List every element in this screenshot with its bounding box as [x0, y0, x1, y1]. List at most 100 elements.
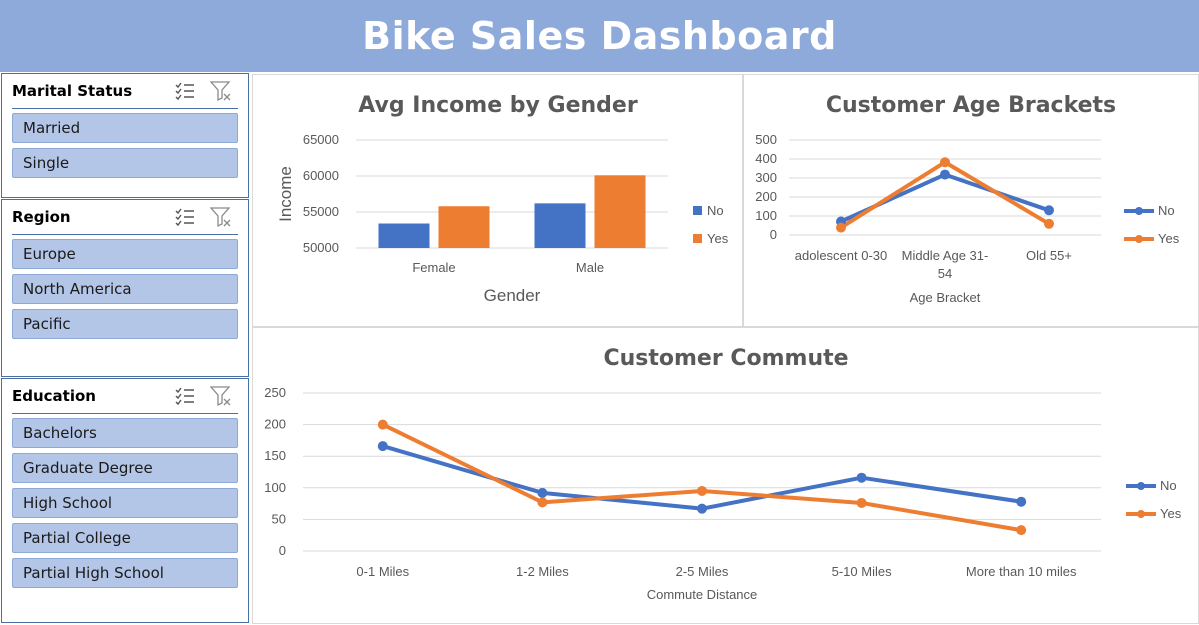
- y-tick-label: 100: [755, 208, 777, 223]
- point-yes: [856, 497, 867, 508]
- legend-marker-no: [1137, 482, 1145, 490]
- slicer-item-europe[interactable]: Europe: [12, 239, 238, 269]
- chart-title: Customer Age Brackets: [826, 93, 1116, 118]
- x-axis-label: Age Bracket: [910, 290, 981, 305]
- legend-label-no: No: [1158, 203, 1175, 218]
- slicer-header: Education: [12, 379, 238, 414]
- slicer-item-bachelors[interactable]: Bachelors: [12, 418, 238, 448]
- slicer-items: Married Single: [2, 113, 248, 178]
- income-by-gender-chart: Avg Income by Gender 50000 55000 60000 65000…: [252, 74, 743, 327]
- chart-title: Customer Commute: [603, 346, 848, 371]
- x-tick-label: More than 10 miles: [966, 564, 1077, 579]
- point-yes: [940, 157, 950, 168]
- x-tick-label: 2-5 Miles: [676, 564, 729, 579]
- legend-label-no: No: [1160, 478, 1177, 493]
- y-axis-label: Income: [276, 166, 295, 222]
- point-no: [856, 472, 867, 483]
- slicer-item-married[interactable]: Married: [12, 113, 238, 143]
- series-line-yes: [380, 422, 1024, 533]
- slicer-items: Europe North America Pacific: [2, 239, 248, 339]
- age-brackets-svg: Customer Age Brackets 0 100 200 300 400 500 ado…: [755, 93, 1180, 305]
- income-by-gender-svg: Avg Income by Gender 50000 55000 60000 65000…: [276, 93, 729, 305]
- x-tick-label: 0-1 Miles: [356, 564, 409, 579]
- x-tick-label: 1-2 Miles: [516, 564, 569, 579]
- slicer-item-pacific[interactable]: Pacific: [12, 309, 238, 339]
- slicer-item-high-school[interactable]: High School: [12, 488, 238, 518]
- age-brackets-chart: Customer Age Brackets 0 100 200 300 400 500 ado…: [743, 74, 1199, 327]
- y-tick-label: 55000: [303, 204, 339, 219]
- education-slicer: Education Bachelors Graduate Degree High S…: [1, 378, 249, 623]
- legend-marker-no: [1135, 207, 1143, 215]
- point-yes: [377, 419, 388, 430]
- region-slicer: Region Europe North America Pacific: [1, 199, 249, 377]
- point-no: [537, 487, 548, 498]
- dashboard-header: Bike Sales Dashboard: [0, 0, 1199, 72]
- bar-no: [378, 223, 430, 248]
- point-no: [1016, 496, 1027, 507]
- y-tick-label: 65000: [303, 132, 339, 147]
- point-yes: [1044, 218, 1054, 229]
- legend-label-yes: Yes: [1160, 506, 1182, 521]
- x-tick-label: Female: [412, 260, 455, 275]
- x-axis-label: Gender: [484, 286, 541, 305]
- point-no: [940, 169, 950, 180]
- slicer-items: Bachelors Graduate Degree High School Parti…: [2, 418, 248, 588]
- y-tick-label: 50000: [303, 240, 339, 255]
- commute-chart: Customer Commute 0 50 100 150 200 250 0-1 Miles…: [252, 327, 1199, 624]
- slicer-item-single[interactable]: Single: [12, 148, 238, 178]
- legend-marker-yes: [1135, 235, 1143, 243]
- point-yes: [537, 497, 548, 508]
- point-no: [377, 441, 388, 452]
- y-tick-label: 250: [264, 385, 286, 400]
- legend-label-no: No: [707, 203, 724, 218]
- commute-svg: Customer Commute 0 50 100 150 200 250 0-1 Miles…: [264, 346, 1182, 602]
- bar-yes: [438, 206, 490, 248]
- slicer-item-graduate-degree[interactable]: Graduate Degree: [12, 453, 238, 483]
- bar-yes: [594, 175, 646, 248]
- clear-filter-icon[interactable]: [210, 385, 232, 407]
- point-yes: [697, 485, 707, 496]
- legend-swatch-yes: [693, 234, 702, 243]
- y-tick-label: 0: [770, 227, 777, 242]
- y-tick-label: 150: [264, 448, 286, 463]
- x-tick-label: Middle Age 31-54: [902, 248, 989, 281]
- chart-title: Avg Income by Gender: [358, 93, 638, 118]
- slicer-title: Region: [12, 208, 71, 226]
- slicer-item-north-america[interactable]: North America: [12, 274, 238, 304]
- y-tick-label: 500: [755, 132, 777, 147]
- point-no: [697, 503, 707, 514]
- legend-label-yes: Yes: [1158, 231, 1180, 246]
- multi-select-icon[interactable]: [174, 385, 196, 407]
- x-tick-label: 5-10 Miles: [832, 564, 892, 579]
- point-yes: [836, 222, 846, 233]
- y-tick-label: 100: [264, 480, 286, 495]
- y-tick-label: 300: [755, 170, 777, 185]
- multi-select-icon[interactable]: [174, 80, 196, 102]
- slicer-item-partial-high-school[interactable]: Partial High School: [12, 558, 238, 588]
- multi-select-icon[interactable]: [174, 206, 196, 228]
- x-tick-label: Old 55+: [1026, 248, 1072, 263]
- series-line-no: [380, 444, 1024, 511]
- series-line-no: [839, 172, 1051, 224]
- slicer-header: Marital Status: [12, 74, 238, 109]
- y-tick-label: 400: [755, 151, 777, 166]
- x-tick-label: Male: [576, 260, 604, 275]
- slicer-header: Region: [12, 200, 238, 235]
- marital-status-slicer: Marital Status Married Single: [1, 73, 249, 198]
- legend-swatch-no: [693, 206, 702, 215]
- y-tick-label: 50: [272, 511, 286, 526]
- clear-filter-icon[interactable]: [210, 80, 232, 102]
- y-tick-label: 60000: [303, 168, 339, 183]
- y-tick-label: 200: [755, 189, 777, 204]
- slicer-title: Education: [12, 387, 96, 405]
- clear-filter-icon[interactable]: [210, 206, 232, 228]
- slicer-item-partial-college[interactable]: Partial College: [12, 523, 238, 553]
- x-axis-label: Commute Distance: [647, 587, 758, 602]
- dashboard-title: Bike Sales Dashboard: [362, 14, 837, 58]
- x-tick-label: adolescent 0-30: [795, 248, 888, 263]
- slicer-title: Marital Status: [12, 82, 133, 100]
- point-no: [1044, 205, 1054, 216]
- y-tick-label: 200: [264, 417, 286, 432]
- legend-label-yes: Yes: [707, 231, 729, 246]
- point-yes: [1016, 525, 1027, 536]
